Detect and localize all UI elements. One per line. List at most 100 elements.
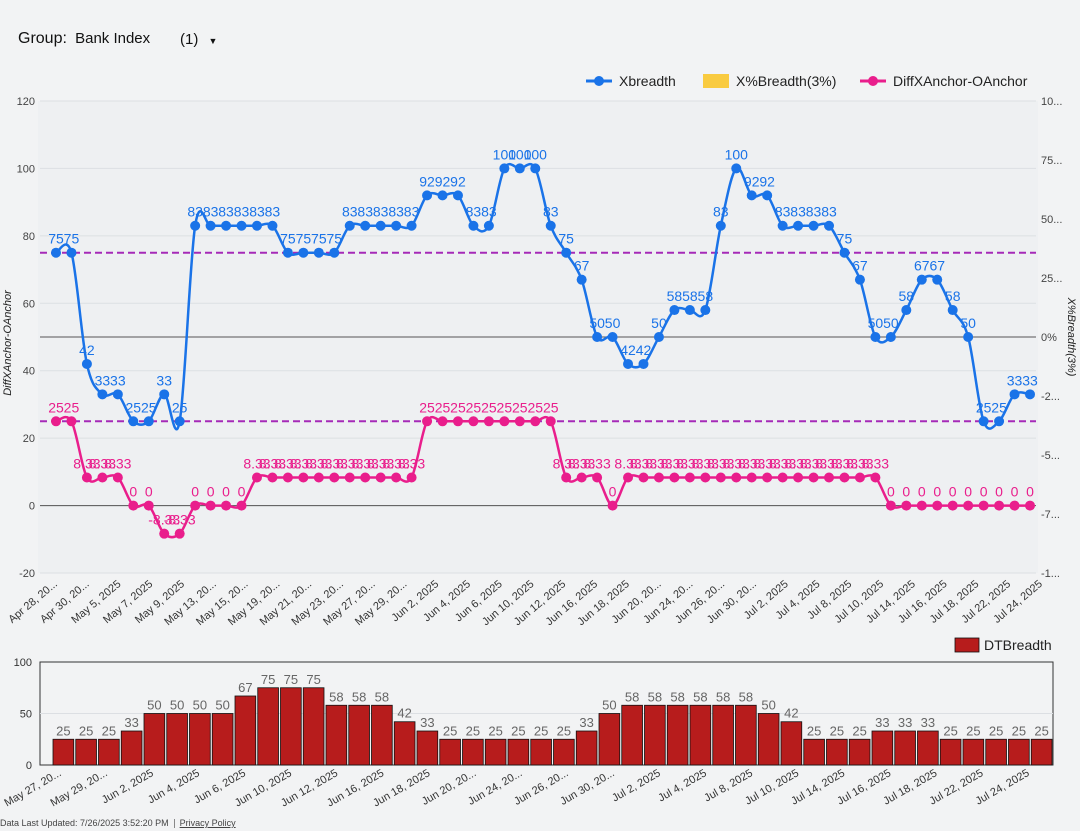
xbreadth-data-label: 83 [713, 204, 729, 220]
diff-point [391, 472, 402, 483]
diff-point [483, 416, 494, 427]
xbreadth-data-label: 67 [852, 258, 868, 274]
xbreadth-data-label: 50 [589, 315, 605, 331]
xbreadth-point [870, 332, 881, 342]
xbreadth-data-label: 83 [357, 204, 373, 220]
xbreadth-data-label: 75 [558, 231, 574, 247]
xbreadth-point [251, 220, 262, 231]
bar-x-tick-label: Jul 4, 2025 [656, 767, 709, 804]
diff-point [947, 500, 958, 511]
xbreadth-point [994, 416, 1005, 427]
xbreadth-data-label: 92 [744, 173, 760, 189]
diff-point [854, 472, 865, 483]
diff-data-label: 0 [609, 484, 617, 500]
diff-point [576, 472, 587, 483]
dt-bar [348, 704, 370, 766]
y-tick-label-right: 75... [1041, 155, 1062, 167]
xbreadth-data-label: 58 [899, 288, 915, 304]
xbreadth-data-label: 92 [759, 173, 775, 189]
diff-data-label: 8.33 [305, 455, 332, 471]
xbreadth-data-label: 83 [806, 204, 822, 220]
dt-bar-label: 58 [648, 689, 662, 704]
dt-bar-label: 50 [170, 698, 184, 713]
diff-point [700, 472, 711, 483]
chevron-down-icon[interactable]: ▼ [208, 36, 218, 46]
xbreadth-point [267, 220, 278, 231]
legend-xbreadth-marker [594, 76, 604, 86]
xbreadth-data-label: 83 [249, 204, 265, 220]
bar-chart-legend[interactable]: DTBreadth [954, 637, 1052, 653]
diff-point [236, 500, 247, 511]
diff-point [282, 472, 293, 483]
xbreadth-data-label: 42 [636, 342, 652, 358]
y-tick-label-right: 50... [1041, 214, 1062, 226]
diff-data-label: 0 [1011, 484, 1019, 500]
dt-bar [393, 721, 416, 766]
bar-x-tick-label: Jun 4, 2025 [146, 767, 202, 806]
diff-data-label: -8.33 [148, 512, 180, 528]
dt-bar [98, 738, 120, 766]
diff-data-label: 8.33 [398, 455, 425, 471]
xbreadth-data-label: 100 [725, 146, 749, 162]
diff-point [81, 472, 92, 483]
diff-data-label: 8.33 [815, 455, 842, 471]
xbreadth-point [839, 247, 850, 258]
diff-data-label: -8.33 [164, 512, 196, 528]
xbreadth-point [684, 305, 695, 316]
dt-bar [120, 730, 143, 766]
y-tick-label-right: 10... [1041, 96, 1062, 108]
diff-point [143, 500, 154, 511]
diff-data-label: 8.33 [383, 455, 410, 471]
dt-bar [325, 704, 348, 766]
xbreadth-data-label: 42 [79, 342, 95, 358]
xbreadth-data-label: 58 [698, 288, 714, 304]
dt-bar-label: 58 [670, 689, 684, 704]
group-selector[interactable]: Group: Bank Index (1) ▼ [18, 30, 217, 48]
diff-data-label: 8.33 [290, 455, 317, 471]
dt-bar-label: 25 [830, 723, 844, 738]
dt-bar-label: 25 [1012, 723, 1026, 738]
privacy-policy-link[interactable]: Privacy Policy [179, 818, 236, 828]
diff-point [51, 416, 61, 427]
dt-bar [644, 704, 666, 766]
xbreadth-point [592, 332, 603, 342]
xbreadth-data-label: 83 [203, 204, 219, 220]
xbreadth-data-label: 75 [64, 231, 80, 247]
xbreadth-data-label: 83 [775, 204, 791, 220]
dt-bar-label: 25 [79, 723, 93, 738]
diff-point [437, 416, 448, 427]
diff-data-label: 0 [918, 484, 926, 500]
dt-bar [575, 730, 598, 766]
xbreadth-point [793, 220, 804, 231]
group-selection[interactable]: (1) ▼ [180, 31, 217, 48]
xbreadth-point [963, 332, 974, 342]
main-chart-legend[interactable]: Xbreadth X%Breadth(3%) DiffXAnchor-OAnchor [586, 73, 1028, 89]
diff-data-label: 8.33 [614, 455, 641, 471]
dt-bar-label: 50 [147, 698, 161, 713]
diff-data-label: 8.33 [104, 455, 131, 471]
xbreadth-point [483, 220, 494, 231]
diff-data-label: 8.33 [89, 455, 116, 471]
dt-bar [598, 713, 621, 766]
dt-bar-label: 25 [943, 723, 957, 738]
diff-data-label: 8.33 [553, 455, 580, 471]
dt-bar-label: 58 [716, 689, 730, 704]
diff-point [1025, 500, 1035, 511]
diff-point [128, 500, 139, 511]
diff-point [870, 472, 881, 483]
xbreadth-data-label: 83 [218, 204, 234, 220]
xbreadth-point [159, 389, 170, 400]
xbreadth-data-label: 75 [296, 231, 312, 247]
xbreadth-point [545, 220, 556, 231]
diff-data-label: 8.33 [769, 455, 796, 471]
diff-point [994, 500, 1005, 511]
diff-data-label: 0 [933, 484, 941, 500]
diff-point [762, 472, 773, 483]
diff-point [375, 472, 386, 483]
xbreadth-data-label: 50 [868, 315, 884, 331]
diff-data-label: 8.33 [784, 455, 811, 471]
legend-xpct-label: X%Breadth(3%) [736, 73, 836, 89]
diff-data-label: 8.33 [568, 455, 595, 471]
dt-bar [484, 738, 507, 766]
dt-bar [689, 704, 712, 766]
